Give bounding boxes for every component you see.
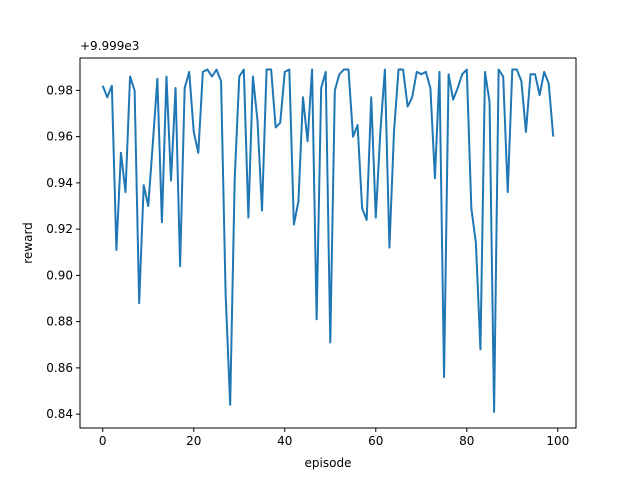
y-tick-label: 0.92 bbox=[46, 222, 73, 236]
y-tick-label: 0.98 bbox=[46, 83, 73, 97]
y-tick-label: 0.90 bbox=[46, 268, 73, 282]
y-tick-label: 0.84 bbox=[46, 407, 73, 421]
y-tick-label: 0.88 bbox=[46, 315, 73, 329]
y-tick-label: 0.96 bbox=[46, 130, 73, 144]
x-tick-label: 20 bbox=[186, 434, 201, 448]
y-tick-label: 0.86 bbox=[46, 361, 73, 375]
x-tick-label: 100 bbox=[546, 434, 569, 448]
y-axis-label: reward bbox=[21, 222, 35, 264]
x-axis-ticks: 0 20 40 60 80 100 bbox=[99, 428, 569, 448]
axes-frame bbox=[79, 57, 577, 429]
plot-area bbox=[101, 68, 555, 413]
x-tick-label: 60 bbox=[368, 434, 383, 448]
y-axis-ticks: 0.84 0.86 0.88 0.90 0.92 0.94 0.96 0.98 bbox=[46, 83, 80, 421]
y-tick-label: 0.94 bbox=[46, 176, 73, 190]
x-axis-label: episode bbox=[305, 456, 352, 470]
x-tick-label: 80 bbox=[459, 434, 474, 448]
y-offset-label: +9.999e3 bbox=[80, 39, 139, 53]
series-line-0 bbox=[101, 68, 555, 413]
x-tick-label: 40 bbox=[277, 434, 292, 448]
x-tick-label: 0 bbox=[99, 434, 107, 448]
